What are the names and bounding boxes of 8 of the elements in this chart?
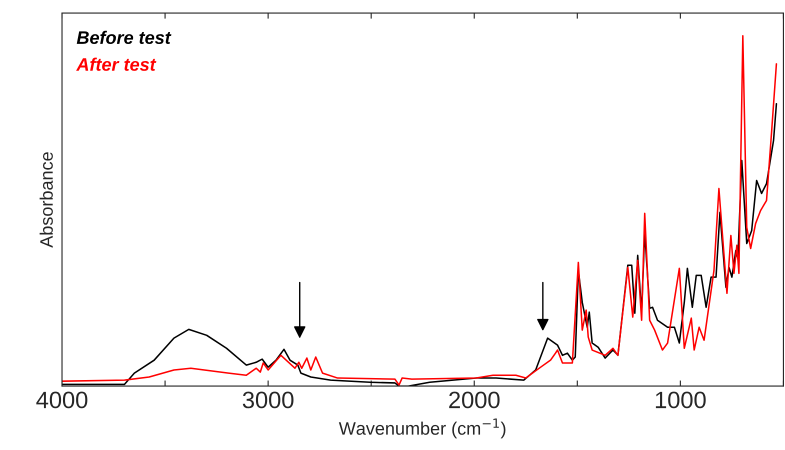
x-tick-label: 1000 [656, 392, 706, 408]
x-tick-label: 3000 [242, 392, 294, 408]
text: Before test [76, 30, 172, 44]
x-axis-title: Wavenumber (cm$^{−1}$) [338, 418, 506, 438]
y-axis-title: Absorbance [40, 152, 53, 248]
text: After test [76, 58, 156, 71]
x-tick-label: 2000 [449, 392, 500, 408]
x-tick-label: 4000 [36, 392, 88, 408]
